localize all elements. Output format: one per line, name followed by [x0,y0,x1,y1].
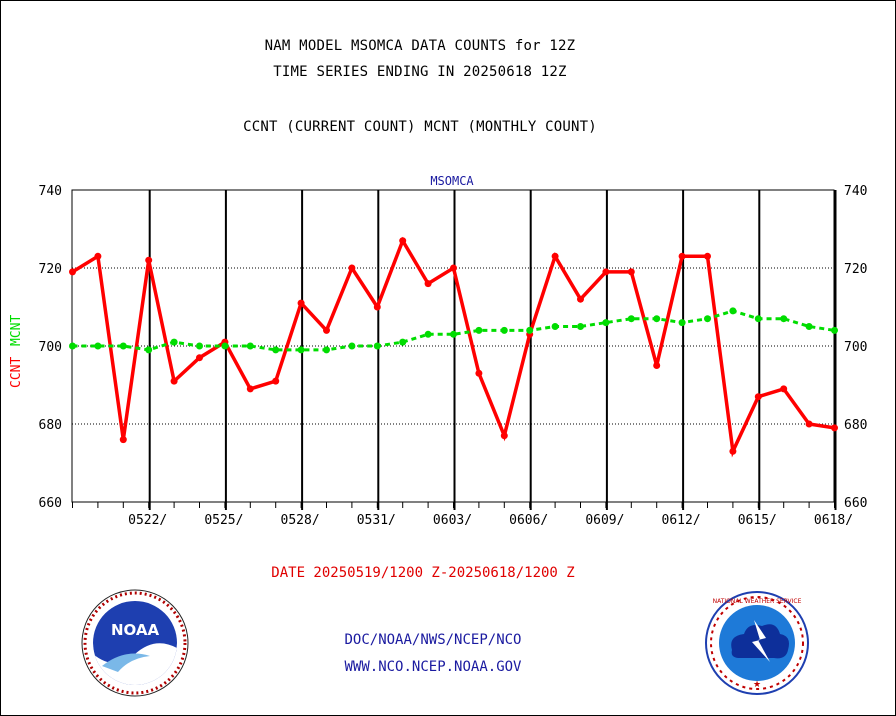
data-point-mcnt [526,326,534,334]
data-point-ccnt [196,354,203,362]
data-point-ccnt [678,252,686,260]
x-tick-label: 0522/ [128,513,167,528]
data-point-ccnt [373,303,381,311]
data-point-ccnt [272,377,280,385]
data-point-ccnt [246,385,254,393]
data-point-ccnt [577,295,584,303]
x-tick-label: 0606/ [509,513,548,528]
data-point-mcnt [145,346,153,354]
data-point-mcnt [246,342,254,350]
y-tick-label-left: 680 [39,418,62,433]
data-point-mcnt [373,342,381,350]
data-point-ccnt [653,362,661,369]
y-tick-label-right: 720 [844,262,867,277]
y-tick-label-left: 700 [39,340,62,355]
data-point-mcnt [424,330,432,338]
svg-text:★: ★ [753,680,761,690]
data-point-ccnt [145,256,153,264]
data-point-ccnt [450,264,457,272]
data-point-ccnt [780,385,788,393]
footer-url-line: WWW.NCO.NCEP.NOAA.GOV [344,659,522,675]
data-point-mcnt [272,346,280,354]
data-point-mcnt [170,338,178,346]
data-point-mcnt [323,346,330,354]
y-tick-label-right: 680 [844,418,867,433]
data-point-mcnt [602,319,610,327]
chart-header-line3: CCNT (CURRENT COUNT) MCNT (MONTHLY COUNT… [243,119,597,135]
x-tick-label: 0609/ [585,513,624,528]
data-point-mcnt [729,307,737,315]
data-point-ccnt [729,447,737,455]
x-tick-label: 0615/ [738,513,777,528]
x-tick-label: 0603/ [433,513,472,528]
data-point-ccnt [119,436,127,444]
y-tick-label-right: 740 [844,184,867,199]
data-point-mcnt [475,326,483,334]
data-point-ccnt [627,268,635,276]
y-tick-label-left: 740 [39,184,62,199]
nws-logo-text: NATIONAL WEATHER SERVICE [713,598,802,605]
data-point-mcnt [805,323,813,330]
data-point-ccnt [399,237,407,245]
y-axis-label-mcnt: MCNT [9,315,24,346]
data-point-mcnt [780,315,788,323]
data-point-ccnt [551,252,559,260]
data-point-mcnt [704,315,711,323]
data-point-ccnt [805,420,813,428]
data-point-mcnt [831,326,838,334]
data-point-ccnt [323,326,330,334]
data-point-mcnt [653,315,661,323]
chart-header-line1: NAM MODEL MSOMCA DATA COUNTS for 12Z [264,38,576,54]
nws-logo: ★ NATIONAL WEATHER SERVICE [705,591,809,695]
data-point-mcnt [94,342,102,350]
data-point-ccnt [602,268,610,276]
data-point-ccnt [754,393,762,401]
data-point-mcnt [221,342,229,350]
chart-title: MSOMCA [430,174,474,188]
data-point-mcnt [196,342,203,350]
x-tick-label: 0531/ [357,513,396,528]
data-point-mcnt [297,346,305,354]
y-tick-label-right: 660 [844,496,867,511]
footer-org-line: DOC/NOAA/NWS/NCEP/NCO [344,632,522,648]
data-point-mcnt [500,326,508,334]
data-point-mcnt [119,342,127,350]
x-tick-label: 0528/ [281,513,320,528]
data-point-ccnt [500,432,508,440]
data-point-mcnt [627,315,635,323]
noaa-logo: NOAA [81,589,189,697]
data-point-mcnt [577,323,584,330]
data-point-mcnt [551,323,559,330]
data-point-mcnt [348,342,356,350]
data-point-mcnt [678,319,686,327]
y-tick-label-left: 720 [39,262,62,277]
data-point-mcnt [69,342,76,350]
x-tick-label: 0618/ [814,513,853,528]
y-axis-label: CCNT MCNT [9,315,24,388]
data-point-mcnt [754,315,762,323]
data-point-mcnt [399,338,407,346]
data-point-ccnt [475,369,483,377]
y-tick-label-right: 700 [844,340,867,355]
data-point-ccnt [424,280,432,288]
chart-header-line2: TIME SERIES ENDING IN 20250618 12Z [273,64,567,80]
data-point-ccnt [297,299,305,307]
data-point-ccnt [94,252,102,260]
data-point-ccnt [170,377,178,385]
x-tick-label: 0525/ [204,513,243,528]
x-axis-date-label: DATE 20250519/1200 Z-20250618/1200 Z [271,565,575,581]
data-point-mcnt [450,330,457,338]
data-point-ccnt [831,424,838,432]
noaa-logo-text: NOAA [111,621,160,639]
data-point-ccnt [348,264,356,272]
x-tick-label: 0612/ [662,513,701,528]
y-axis-label-ccnt: CCNT [9,357,24,388]
data-point-ccnt [69,268,76,276]
y-tick-label-left: 660 [39,496,62,511]
data-point-ccnt [704,252,711,260]
